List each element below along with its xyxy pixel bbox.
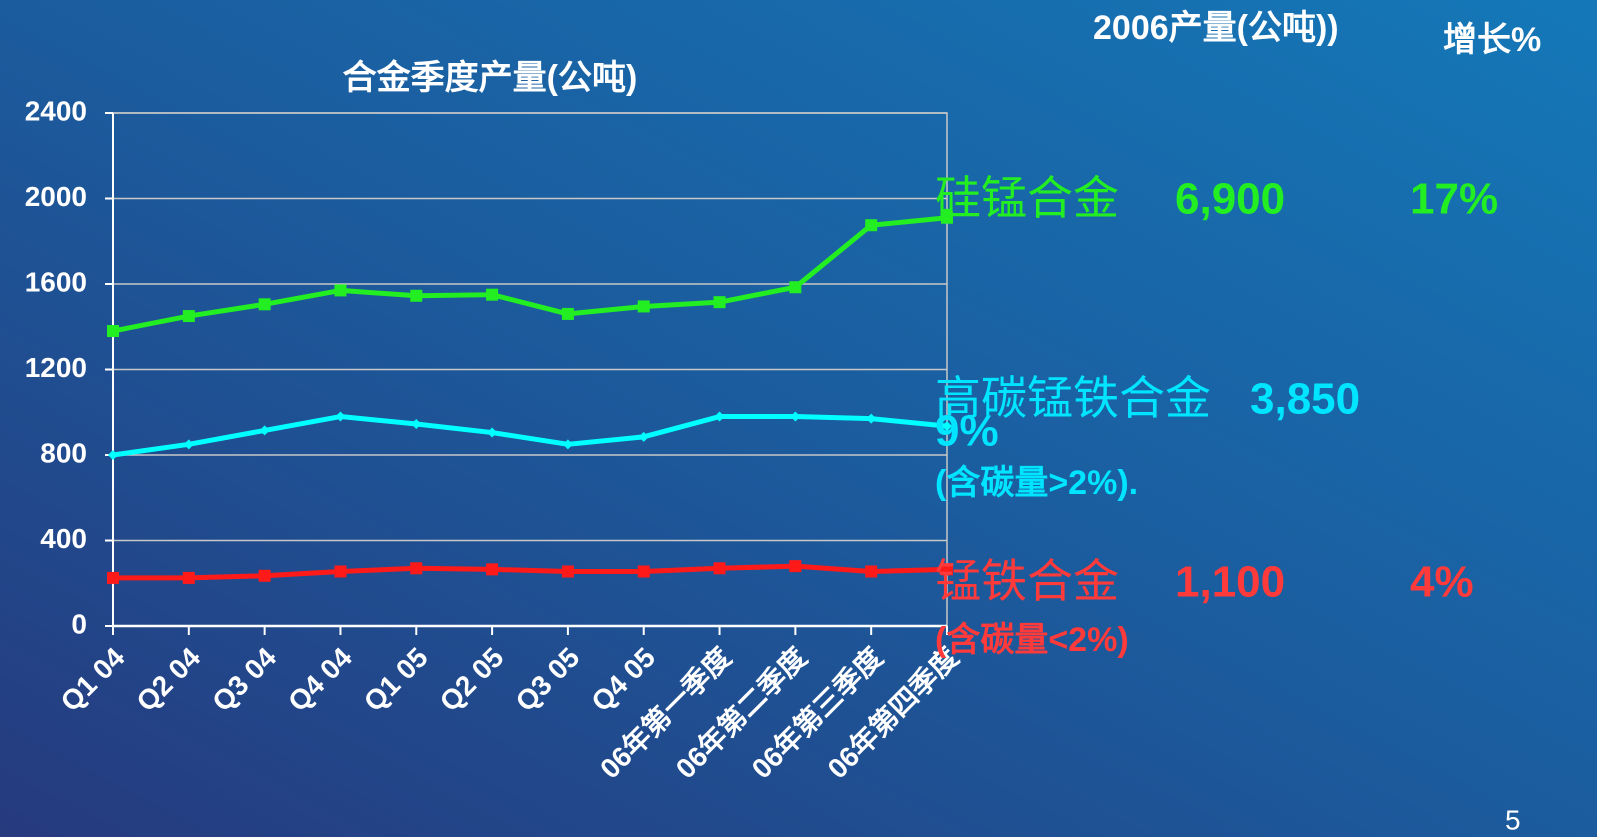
- y-tick-label: 0: [71, 608, 87, 639]
- point: [411, 419, 422, 430]
- growth-header: 增长%: [1443, 21, 1541, 59]
- point: [941, 563, 953, 576]
- point: [713, 296, 726, 309]
- point: [865, 565, 878, 578]
- point: [714, 411, 725, 422]
- y-tick-label: 1600: [25, 266, 87, 297]
- point: [487, 427, 498, 438]
- growth-value: 17%: [1410, 175, 1498, 224]
- alloy-name: 硅锰合金: [935, 172, 1119, 224]
- production-header: 2006产量(公吨)): [1093, 9, 1339, 47]
- point: [866, 413, 877, 424]
- y-tick-label: 800: [40, 437, 87, 468]
- point: [637, 300, 650, 313]
- point: [182, 310, 195, 323]
- point: [637, 565, 650, 578]
- point: [638, 431, 649, 442]
- chart-title: 合金季度产量(公吨): [343, 58, 638, 97]
- point: [713, 562, 726, 575]
- point: [182, 571, 195, 584]
- production-value: 6,900: [1175, 175, 1285, 224]
- point: [941, 211, 953, 224]
- point: [259, 425, 270, 436]
- alloy-name: 锰铁合金: [935, 555, 1119, 607]
- point: [258, 298, 271, 311]
- point: [942, 421, 952, 432]
- point: [486, 288, 499, 301]
- point: [561, 565, 574, 578]
- point: [334, 284, 347, 297]
- point: [183, 439, 194, 450]
- point: [107, 325, 119, 338]
- point: [410, 289, 423, 302]
- point: [107, 571, 119, 584]
- point: [258, 569, 271, 582]
- growth-value: 9%: [935, 407, 999, 456]
- production-value: 3,850: [1250, 375, 1360, 424]
- point: [865, 219, 878, 232]
- y-tick-label: 2400: [25, 95, 87, 126]
- point: [789, 560, 802, 573]
- point: [789, 281, 802, 294]
- alloy-note: (含碳量>2%).: [935, 464, 1138, 502]
- y-tick-label: 400: [40, 523, 87, 554]
- series-line: [113, 563, 948, 581]
- series-line: [112, 414, 948, 458]
- point: [334, 565, 347, 578]
- point: [108, 450, 118, 460]
- production-value: 1,100: [1175, 558, 1285, 607]
- series-line: [112, 215, 948, 334]
- alloy-note: (含碳量<2%): [935, 621, 1129, 659]
- point: [562, 439, 573, 450]
- page-number: 5: [1505, 804, 1521, 835]
- growth-value: 4%: [1410, 558, 1474, 607]
- point: [790, 411, 801, 422]
- point: [410, 562, 423, 575]
- alloy-name: 高碳锰铁合金: [935, 372, 1211, 424]
- y-tick-label: 1200: [25, 352, 87, 383]
- point: [561, 307, 574, 320]
- point: [486, 563, 499, 576]
- point: [335, 411, 346, 422]
- y-tick-label: 2000: [25, 181, 87, 212]
